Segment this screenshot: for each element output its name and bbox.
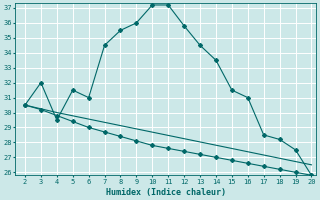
X-axis label: Humidex (Indice chaleur): Humidex (Indice chaleur) xyxy=(106,188,226,197)
